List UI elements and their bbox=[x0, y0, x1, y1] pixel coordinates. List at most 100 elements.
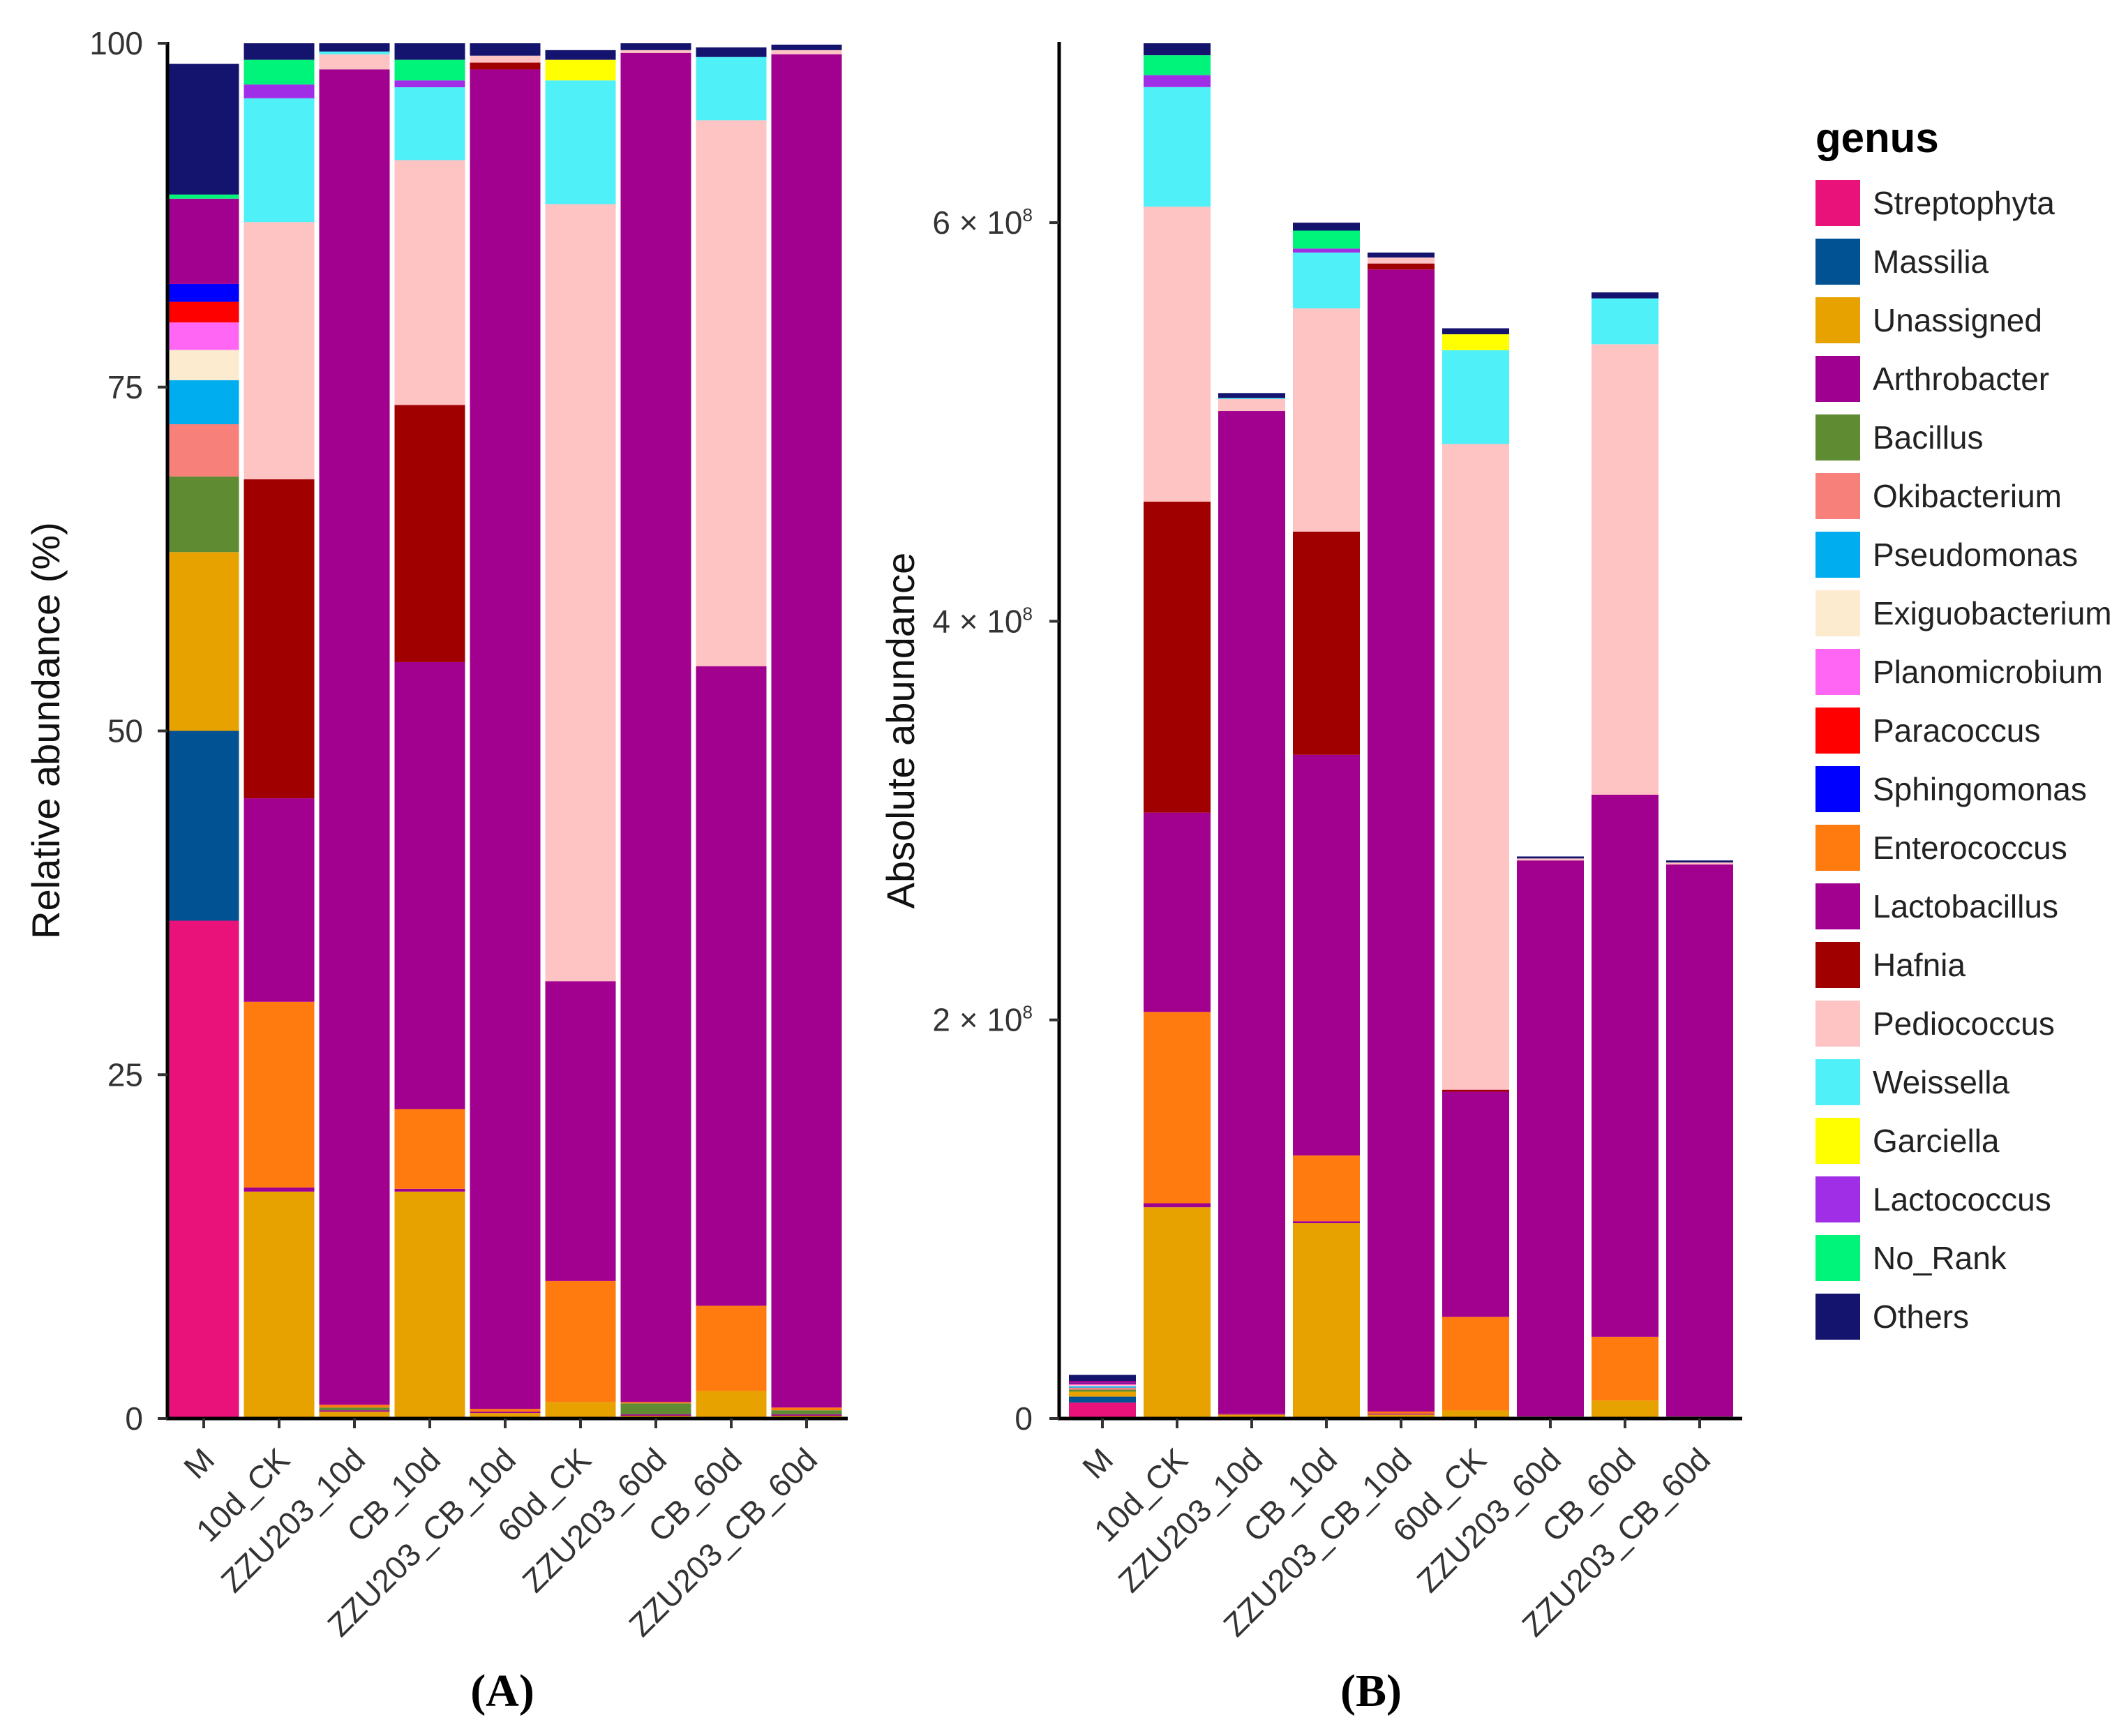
legend-label-exiguobacterium: Exiguobacterium bbox=[1873, 595, 2112, 631]
legend-label-planomicrobium: Planomicrobium bbox=[1873, 654, 2103, 690]
bar-segment-zzu203-10d-others bbox=[319, 43, 390, 52]
legend-label-sphingomonas: Sphingomonas bbox=[1873, 771, 2087, 807]
bar-segment-cb-10d-others bbox=[1293, 223, 1360, 231]
bar-segment-zzu203-10d-lactobacillus bbox=[319, 69, 390, 1405]
bar-segment-cb-60d-others bbox=[1592, 292, 1658, 299]
legend-swatch-massilia bbox=[1815, 239, 1860, 285]
bar-segment-60d-ck-garciella bbox=[545, 59, 616, 81]
legend-label-lactobacillus: Lactobacillus bbox=[1873, 888, 2058, 925]
bar-segment-zzu203-cb-10d-unassigned bbox=[470, 1413, 541, 1419]
bar-segment-zzu203-cb-10d-others bbox=[470, 43, 541, 56]
bar-segment-10d-ck-weissella bbox=[1144, 87, 1211, 207]
bar-segment-10d-ck-others bbox=[1144, 43, 1211, 56]
bar-segment-zzu203-cb-60d-pediococcus bbox=[1666, 862, 1733, 865]
legend-label-pediococcus: Pediococcus bbox=[1873, 1005, 2055, 1042]
legend-swatch-planomicrobium bbox=[1815, 649, 1860, 695]
legend-swatch-others bbox=[1815, 1294, 1860, 1340]
bar-segment-10d-ck-no-rank bbox=[1144, 55, 1211, 75]
panel-label-a: (A) bbox=[470, 1666, 534, 1716]
bar-segment-zzu203-cb-10d-unassigned bbox=[1368, 1414, 1435, 1419]
bar-segment-10d-ck-lactococcus bbox=[244, 84, 315, 98]
legend-swatch-no-rank bbox=[1815, 1235, 1860, 1281]
y-tick-label-a-2: 50 bbox=[107, 713, 143, 749]
bar-segment-zzu203-10d-arthrobacter bbox=[319, 1410, 390, 1412]
bar-segment-cb-10d-arthrobacter bbox=[1293, 1221, 1360, 1224]
bar-segment-10d-ck-arthrobacter bbox=[244, 1187, 315, 1192]
legend-swatch-unassigned bbox=[1815, 297, 1860, 343]
legend-swatch-exiguobacterium bbox=[1815, 590, 1860, 636]
legend-label-arthrobacter: Arthrobacter bbox=[1873, 361, 2049, 397]
bar-segment-zzu203-10d-lactobacillus bbox=[1218, 411, 1285, 1414]
legend-swatch-paracoccus bbox=[1815, 708, 1860, 754]
bars-b bbox=[1069, 43, 1733, 1419]
bar-segment-10d-ck-others bbox=[244, 43, 315, 60]
legend-swatch-enterococcus bbox=[1815, 825, 1860, 871]
bar-segment-60d-ck-others bbox=[1442, 328, 1509, 335]
bar-segment-10d-ck-lactococcus bbox=[1144, 75, 1211, 87]
bar-segment-cb-60d-enterococcus bbox=[1592, 1336, 1658, 1401]
bar-segment-60d-ck-enterococcus bbox=[545, 1280, 616, 1402]
bar-segment-zzu203-60d-arthrobacter bbox=[620, 1414, 691, 1416]
y-tick-label-a-0: 0 bbox=[125, 1400, 143, 1437]
panel-label-b: (B) bbox=[1340, 1666, 1402, 1716]
legend-swatch-pediococcus bbox=[1815, 1001, 1860, 1047]
legend-swatch-garciella bbox=[1815, 1118, 1860, 1164]
bar-segment-10d-ck-enterococcus bbox=[244, 1001, 315, 1188]
bar-segment-cb-10d-unassigned bbox=[394, 1191, 465, 1419]
bar-segment-cb-60d-unassigned bbox=[1592, 1400, 1658, 1419]
bar-segment-m-no-rank bbox=[168, 194, 239, 199]
legend-label-hafnia: Hafnia bbox=[1873, 947, 1965, 983]
legend: genus Streptophyta Massilia Unassigned Arthr… bbox=[1815, 114, 2112, 1340]
bar-segment-zzu203-cb-10d-enterococcus bbox=[470, 1409, 541, 1412]
bar-segment-10d-ck-lactobacillus bbox=[1144, 812, 1211, 1012]
bar-segment-10d-ck-pediococcus bbox=[1144, 207, 1211, 502]
bar-segment-m-others bbox=[168, 63, 239, 195]
legend-swatch-pseudomonas bbox=[1815, 532, 1860, 578]
bar-segment-cb-10d-hafnia bbox=[394, 405, 465, 662]
bar-segment-m-lactobacillus bbox=[1069, 1381, 1136, 1383]
bar-segment-cb-10d-enterococcus bbox=[394, 1109, 465, 1189]
bar-segment-m-others bbox=[1069, 1375, 1136, 1382]
bar-segment-zzu203-cb-10d-lactobacillus bbox=[1368, 269, 1435, 1412]
y-tick-label-a-3: 75 bbox=[107, 369, 143, 405]
bar-segment-60d-ck-weissella bbox=[1442, 350, 1509, 444]
bar-segment-cb-60d-lactobacillus bbox=[696, 666, 767, 1306]
bar-segment-zzu203-10d-enterococcus bbox=[319, 1405, 390, 1408]
legend-swatch-streptophyta bbox=[1815, 180, 1860, 226]
bar-segment-m-massilia bbox=[1069, 1396, 1136, 1403]
bar-segment-60d-ck-garciella bbox=[1442, 334, 1509, 350]
legend-label-massilia: Massilia bbox=[1873, 244, 1989, 280]
legend-swatch-okibacterium bbox=[1815, 473, 1860, 519]
bar-segment-zzu203-cb-10d-others bbox=[1368, 252, 1435, 258]
bar-segment-zzu203-60d-pediococcus bbox=[1517, 858, 1584, 861]
bar-segment-cb-60d-others bbox=[696, 47, 767, 57]
legend-title: genus bbox=[1815, 114, 1939, 161]
bar-segment-cb-60d-enterococcus bbox=[696, 1305, 767, 1391]
bar-segment-m-exiguobacterium bbox=[1069, 1385, 1136, 1386]
bar-segment-zzu203-10d-weissella bbox=[319, 51, 390, 54]
legend-swatch-lactobacillus bbox=[1815, 883, 1860, 929]
bar-segment-zzu203-cb-60d-others bbox=[771, 44, 842, 50]
bar-segment-10d-ck-hafnia bbox=[244, 479, 315, 799]
bar-segment-10d-ck-pediococcus bbox=[244, 222, 315, 479]
panel-a: 0255075100M10d_CKZZU203_10dCB_10dZZU203_… bbox=[24, 25, 848, 1716]
bar-segment-10d-ck-lactobacillus bbox=[244, 798, 315, 1002]
bar-segment-cb-60d-pediococcus bbox=[696, 120, 767, 666]
bar-segment-10d-ck-unassigned bbox=[1144, 1207, 1211, 1419]
bar-segment-zzu203-10d-pediococcus bbox=[319, 54, 390, 70]
bar-segment-zzu203-cb-10d-hafnia bbox=[470, 62, 541, 70]
bar-segment-m-paracoccus bbox=[168, 301, 239, 323]
bar-segment-cb-10d-others bbox=[394, 43, 465, 60]
bar-segment-zzu203-cb-10d-lactobacillus bbox=[470, 69, 541, 1409]
bar-segment-m-bacillus bbox=[168, 476, 239, 553]
bar-segment-60d-ck-unassigned bbox=[1442, 1410, 1509, 1419]
bar-segment-10d-ck-enterococcus bbox=[1144, 1012, 1211, 1204]
bar-segment-cb-60d-lactobacillus bbox=[1592, 794, 1658, 1337]
bar-segment-10d-ck-unassigned bbox=[244, 1191, 315, 1419]
bar-segment-cb-10d-weissella bbox=[394, 87, 465, 160]
bar-segment-zzu203-60d-others bbox=[620, 43, 691, 50]
bar-segment-cb-60d-weissella bbox=[1592, 298, 1658, 345]
bar-segment-zzu203-cb-10d-arthrobacter bbox=[470, 1412, 541, 1414]
